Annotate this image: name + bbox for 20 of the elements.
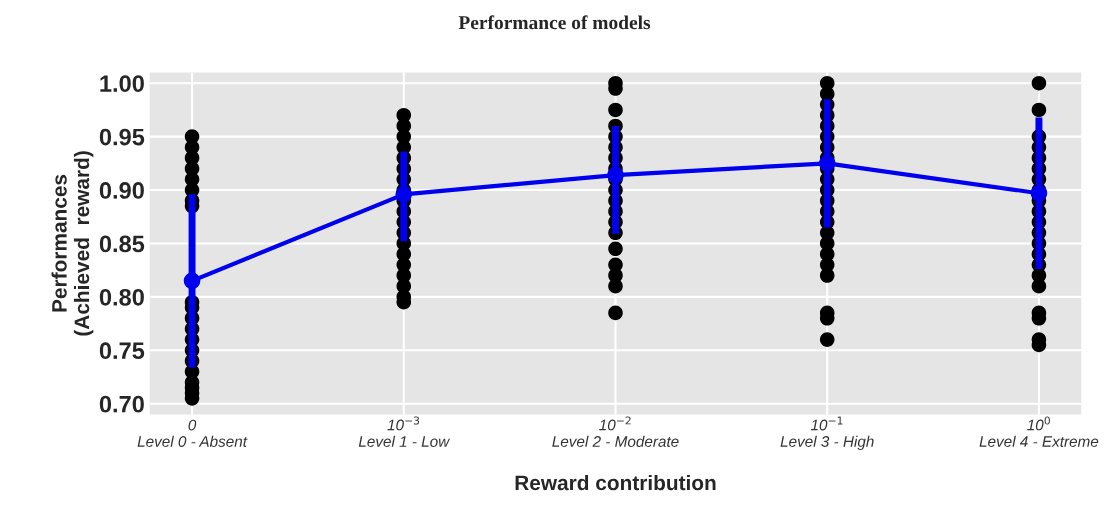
x-axis-title: Reward contribution xyxy=(515,474,716,491)
point xyxy=(607,166,624,184)
y-tick-label: 0.85 xyxy=(99,235,145,253)
chart-title: Performance of models xyxy=(458,15,651,30)
x-tick-label: 10$^{0}$ Level 4 - Extreme xyxy=(979,416,1099,447)
x-tick-label: 10$^{−3}$ Level 1 - Low xyxy=(358,416,451,447)
x-tick-label: 10$^{−1}$ Level 3 - High xyxy=(780,416,874,450)
y-tick-label: 0.70 xyxy=(99,395,144,413)
y-tick-label: 1.00 xyxy=(100,75,144,92)
y-axis-title: Performances (Achieved reward) xyxy=(51,151,94,336)
x-tick-label: 10$^{−2}$ Level 2 - Moderate xyxy=(552,416,679,447)
y-tick-label: 0.95 xyxy=(99,128,145,146)
y-tick-label: 0.90 xyxy=(99,182,144,199)
point xyxy=(1030,184,1048,202)
point xyxy=(395,185,413,203)
y-tick-label: 0.80 xyxy=(99,288,144,306)
y-tick-label: 0.75 xyxy=(99,342,145,360)
point xyxy=(818,154,836,172)
point xyxy=(183,272,201,290)
x-tick-label: 0 Level 0 - Absent xyxy=(137,419,248,447)
